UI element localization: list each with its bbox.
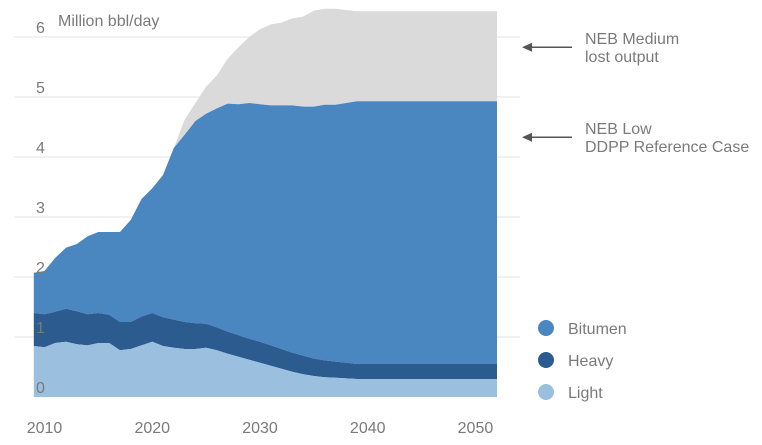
annotation-arrowhead: [522, 42, 532, 52]
legend-label: Heavy: [568, 353, 613, 370]
area-layer: [33, 8, 498, 397]
x-tick-label: 2050: [458, 420, 494, 437]
bitumen-area: [33, 101, 498, 364]
legend-label: Light: [568, 385, 603, 402]
heavy-area: [33, 308, 498, 379]
y-tick-label: 1: [36, 320, 45, 337]
legend-swatch: [538, 320, 554, 336]
y-tick-label: 0: [36, 380, 45, 397]
legend-swatch: [538, 384, 554, 400]
legend-item: Heavy: [538, 352, 613, 370]
annotation-text: lost output: [585, 49, 659, 66]
annotation-arrowhead: [522, 132, 532, 142]
y-tick-label: 5: [36, 80, 45, 97]
annotation-text: DDPP Reference Case: [585, 139, 749, 156]
annotation-text: NEB Medium: [585, 31, 679, 48]
legend-label: Bitumen: [568, 321, 627, 338]
y-tick-label: 2: [36, 260, 45, 277]
y-axis-label: Million bbl/day: [58, 13, 159, 30]
x-tick-labels: 2010 2020 2030 2040 2050: [27, 420, 494, 437]
y-tick-labels: 0 1 2 3 4 5 6: [36, 20, 45, 397]
annotation-text: NEB Low: [585, 121, 652, 138]
x-tick-label: 2030: [242, 420, 278, 437]
legend-item: Light: [538, 384, 603, 402]
x-tick-label: 2020: [134, 420, 170, 437]
y-tick-label: 6: [36, 20, 45, 37]
legend-item: Bitumen: [538, 320, 627, 338]
y-tick-label: 4: [36, 140, 45, 157]
light-area: [33, 341, 498, 397]
y-tick-label: 3: [36, 200, 45, 217]
lost-output-area: [33, 8, 498, 273]
legend-swatch: [538, 352, 554, 368]
x-tick-label: 2010: [27, 420, 63, 437]
legend: Bitumen Heavy Light: [538, 320, 627, 402]
x-tick-label: 2040: [350, 420, 386, 437]
